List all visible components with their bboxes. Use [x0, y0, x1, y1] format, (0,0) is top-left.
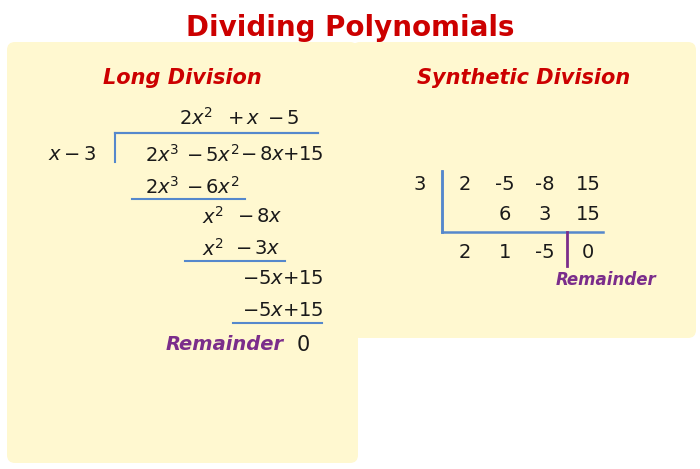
Text: 15: 15 — [575, 175, 601, 195]
Text: $2x^3$: $2x^3$ — [145, 144, 179, 166]
Text: 2: 2 — [458, 175, 471, 195]
Text: $+15$: $+15$ — [282, 145, 323, 165]
Text: $+15$: $+15$ — [282, 302, 323, 320]
Text: $-\,8x$: $-\,8x$ — [237, 207, 283, 227]
Text: 15: 15 — [575, 205, 601, 225]
Text: $-\,8x$: $-\,8x$ — [240, 145, 286, 165]
Text: $+\,x$: $+\,x$ — [228, 108, 260, 128]
Text: Dividing Polynomials: Dividing Polynomials — [186, 14, 514, 42]
Text: $x^2$: $x^2$ — [202, 206, 224, 228]
Text: 6: 6 — [499, 205, 511, 225]
Text: 3: 3 — [414, 175, 426, 195]
Text: Remainder: Remainder — [166, 335, 284, 355]
FancyBboxPatch shape — [7, 42, 358, 463]
Text: $-\,5$: $-\,5$ — [267, 108, 299, 128]
Text: $2x^3$: $2x^3$ — [145, 176, 179, 198]
Text: $x^2$: $x^2$ — [202, 238, 224, 260]
Text: 2: 2 — [458, 242, 471, 262]
Text: $0$: $0$ — [296, 335, 310, 355]
Text: $+15$: $+15$ — [282, 270, 323, 288]
Text: -5: -5 — [536, 242, 555, 262]
Text: $-\,3x$: $-\,3x$ — [235, 240, 281, 258]
Text: Long Division: Long Division — [103, 68, 261, 88]
Text: $2x^2$: $2x^2$ — [179, 107, 213, 129]
Text: 3: 3 — [539, 205, 551, 225]
Text: $-5x$: $-5x$ — [241, 270, 284, 288]
Text: $-\,5x^2$: $-\,5x^2$ — [186, 144, 240, 166]
Text: -8: -8 — [536, 175, 554, 195]
Text: $x-3$: $x-3$ — [48, 145, 97, 165]
Text: $-\,6x^2$: $-\,6x^2$ — [186, 176, 240, 198]
Text: Remainder: Remainder — [556, 271, 657, 289]
Text: 0: 0 — [582, 242, 594, 262]
Text: 1: 1 — [499, 242, 511, 262]
Text: $-5x$: $-5x$ — [241, 302, 284, 320]
Text: -5: -5 — [495, 175, 514, 195]
FancyBboxPatch shape — [352, 42, 696, 338]
Text: Synthetic Division: Synthetic Division — [417, 68, 631, 88]
